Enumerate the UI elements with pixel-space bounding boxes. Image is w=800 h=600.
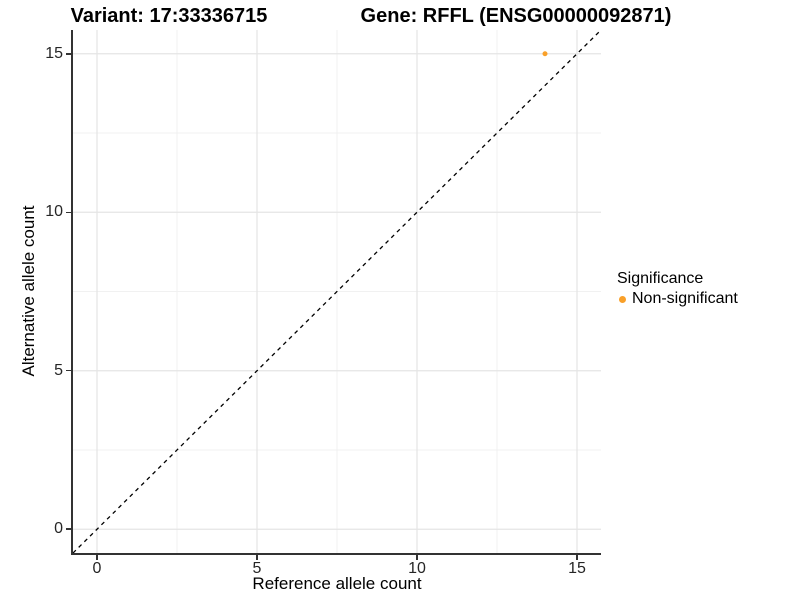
y-axis-tick [66,528,72,530]
x-axis-tick [416,554,418,560]
x-axis-tick [576,554,578,560]
y-tick-label: 10 [45,203,63,221]
y-axis-tick [66,53,72,55]
variant-title: Variant: 17:33336715 [70,5,268,27]
y-tick-label: 5 [54,361,63,379]
legend: Significance Non-significant [617,269,738,308]
x-axis-line [71,552,601,555]
legend-item-label: Non-significant [632,290,738,307]
x-tick-label: 10 [408,560,426,577]
y-axis-title: Alternative allele count [19,205,38,377]
x-axis-title: Reference allele count [252,574,422,593]
x-axis-tick [96,554,98,560]
y-tick-label: 15 [45,44,63,62]
x-tick-label: 15 [568,560,586,577]
y-axis-tick [66,211,72,213]
panel-canvas [73,30,601,553]
y-axis-line [71,30,73,555]
gene-title: Gene: RFFL (ENSG00000092871) [360,5,672,27]
legend-item-non-significant: Non-significant [619,290,738,308]
x-tick-label: 5 [252,560,262,577]
plot-panel [73,30,601,553]
x-tick-label: 0 [92,560,102,577]
y-tick-label: 0 [54,520,63,538]
identity-reference-line [73,30,601,553]
y-axis-tick [66,369,72,372]
legend-point-icon [619,295,626,303]
x-axis-tick [256,554,258,560]
data-point [542,51,548,57]
legend-title: Significance [617,270,704,287]
